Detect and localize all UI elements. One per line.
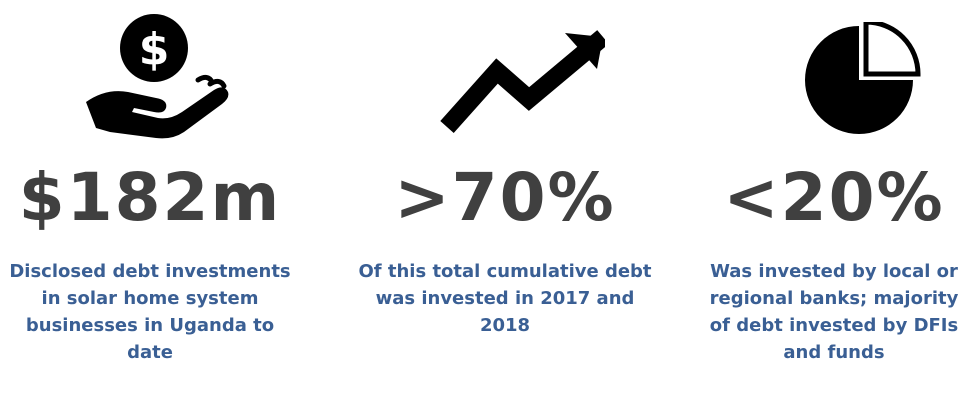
stat-description: Of this total cumulative debt was invest…: [358, 261, 652, 336]
stat-block-debt-timing: >70% Of this total cumulative debt was i…: [355, 0, 655, 397]
svg-text:$: $: [139, 24, 170, 75]
hand-dollar-icon: $: [0, 0, 300, 150]
trend-up-arrow-icon: [355, 0, 655, 150]
stat-block-debt-total: $ $182m Disclosed debt investments in so…: [0, 0, 300, 397]
stat-description: Was invested by local or regional banks;…: [709, 261, 959, 363]
stat-block-lender-share: <20% Was invested by local or regional b…: [700, 0, 968, 397]
pie-chart-icon: [700, 0, 968, 150]
stat-value: $182m: [18, 159, 282, 236]
stat-value: >70%: [394, 159, 616, 236]
stat-value: <20%: [723, 159, 945, 236]
stat-description: Disclosed debt investments in solar home…: [9, 261, 291, 363]
